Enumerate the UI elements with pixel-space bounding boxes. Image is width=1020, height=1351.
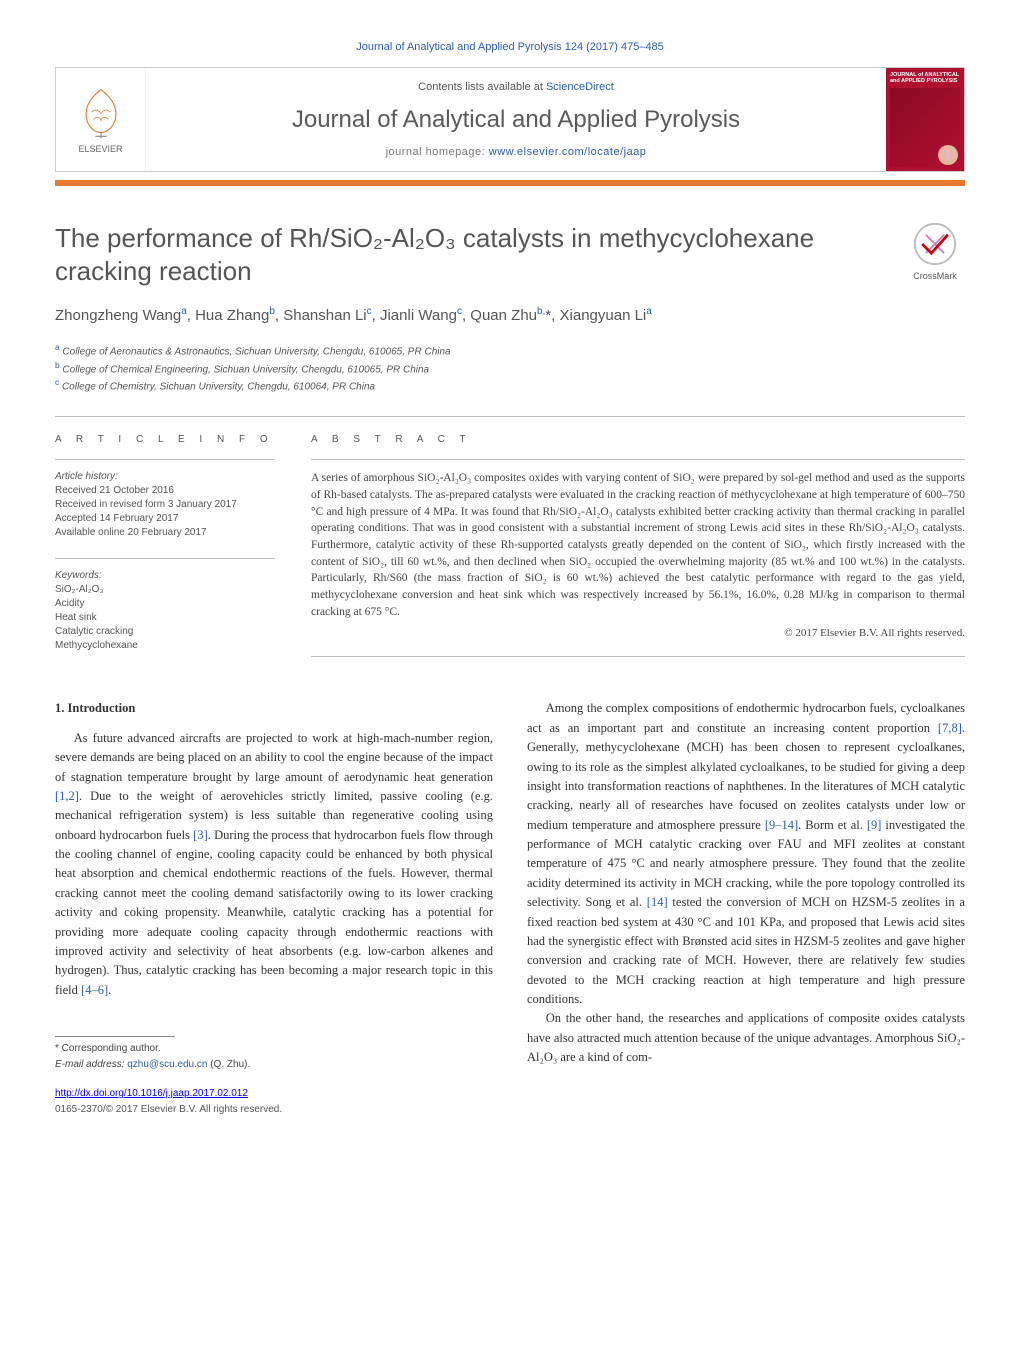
crossmark-badge[interactable]: CrossMark	[905, 222, 965, 282]
intro-paragraph-1: As future advanced aircrafts are project…	[55, 729, 493, 1000]
abstract-text: A series of amorphous SiO₂-Al₂O₃ composi…	[311, 470, 965, 620]
abstract-heading: a b s t r a c t	[311, 433, 965, 447]
history-label: Article history:	[55, 470, 275, 484]
history-online: Available online 20 February 2017	[55, 526, 275, 540]
intro-paragraph-3: On the other hand, the researches and ap…	[527, 1009, 965, 1067]
abstract-copyright: © 2017 Elsevier B.V. All rights reserved…	[311, 626, 965, 641]
article-history: Article history: Received 21 October 201…	[55, 470, 275, 540]
email-label: E-mail address:	[55, 1059, 127, 1070]
cover-text: JOURNAL of ANALYTICAL and APPLIED PYROLY…	[890, 72, 960, 84]
crossmark-icon	[913, 222, 957, 266]
homepage-line: journal homepage: www.elsevier.com/locat…	[146, 145, 886, 160]
affiliation-b: b College of Chemical Engineering, Sichu…	[55, 360, 965, 377]
affiliation-a: a College of Aeronautics & Astronautics,…	[55, 342, 965, 359]
elsevier-logo: ELSEVIER	[56, 68, 146, 171]
history-received: Received 21 October 2016	[55, 484, 275, 498]
keyword: SiO₂-Al₂O₃	[55, 583, 275, 597]
journal-homepage-link[interactable]: www.elsevier.com/locate/jaap	[489, 146, 647, 158]
email-suffix: (Q. Zhu).	[207, 1059, 250, 1070]
intro-paragraph-2: Among the complex compositions of endoth…	[527, 699, 965, 1009]
corresponding-author-footer: * Corresponding author. E-mail address: …	[55, 1036, 493, 1072]
journal-header: ELSEVIER Contents lists available at Sci…	[55, 67, 965, 172]
affiliations: a College of Aeronautics & Astronautics,…	[55, 342, 965, 394]
history-revised: Received in revised form 3 January 2017	[55, 498, 275, 512]
section-1-heading: 1. Introduction	[55, 699, 493, 718]
corr-author-label: * Corresponding author.	[55, 1041, 493, 1057]
corr-email-link[interactable]: qzhu@scu.edu.cn	[127, 1059, 207, 1070]
divider	[55, 416, 965, 417]
contents-prefix: Contents lists available at	[418, 81, 546, 93]
journal-cover-thumbnail: JOURNAL of ANALYTICAL and APPLIED PYROLY…	[886, 68, 964, 171]
corr-email-line: E-mail address: qzhu@scu.edu.cn (Q. Zhu)…	[55, 1057, 493, 1073]
keyword: Heat sink	[55, 611, 275, 625]
elsevier-tree-icon	[73, 84, 129, 140]
article-title: The performance of Rh/SiO₂-Al₂O₃ catalys…	[55, 222, 887, 287]
history-accepted: Accepted 14 February 2017	[55, 512, 275, 526]
contents-lists-line: Contents lists available at ScienceDirec…	[146, 80, 886, 95]
keyword: Catalytic cracking	[55, 625, 275, 639]
affiliation-c: c College of Chemistry, Sichuan Universi…	[55, 377, 965, 394]
elsevier-logo-text: ELSEVIER	[78, 143, 122, 156]
body-column-left: 1. Introduction As future advanced aircr…	[55, 699, 493, 1117]
keywords-label: Keywords:	[55, 569, 275, 583]
article-info-heading: a r t i c l e i n f o	[55, 433, 275, 447]
orange-rule	[55, 180, 965, 186]
sciencedirect-link[interactable]: ScienceDirect	[546, 81, 614, 93]
keywords-block: Keywords: SiO₂-Al₂O₃ Acidity Heat sink C…	[55, 569, 275, 653]
homepage-prefix: journal homepage:	[386, 146, 489, 158]
keyword: Acidity	[55, 597, 275, 611]
doi-link[interactable]: http://dx.doi.org/10.1016/j.jaap.2017.02…	[55, 1088, 248, 1099]
keyword: Methycyclohexane	[55, 639, 275, 653]
authors-list: Zhongzheng Wanga, Hua Zhangb, Shanshan L…	[55, 305, 965, 326]
issn-copyright: 0165-2370/© 2017 Elsevier B.V. All right…	[55, 1102, 493, 1118]
journal-name: Journal of Analytical and Applied Pyroly…	[146, 103, 886, 137]
body-column-right: Among the complex compositions of endoth…	[527, 699, 965, 1117]
running-citation: Journal of Analytical and Applied Pyroly…	[55, 40, 965, 55]
crossmark-label: CrossMark	[905, 270, 965, 283]
